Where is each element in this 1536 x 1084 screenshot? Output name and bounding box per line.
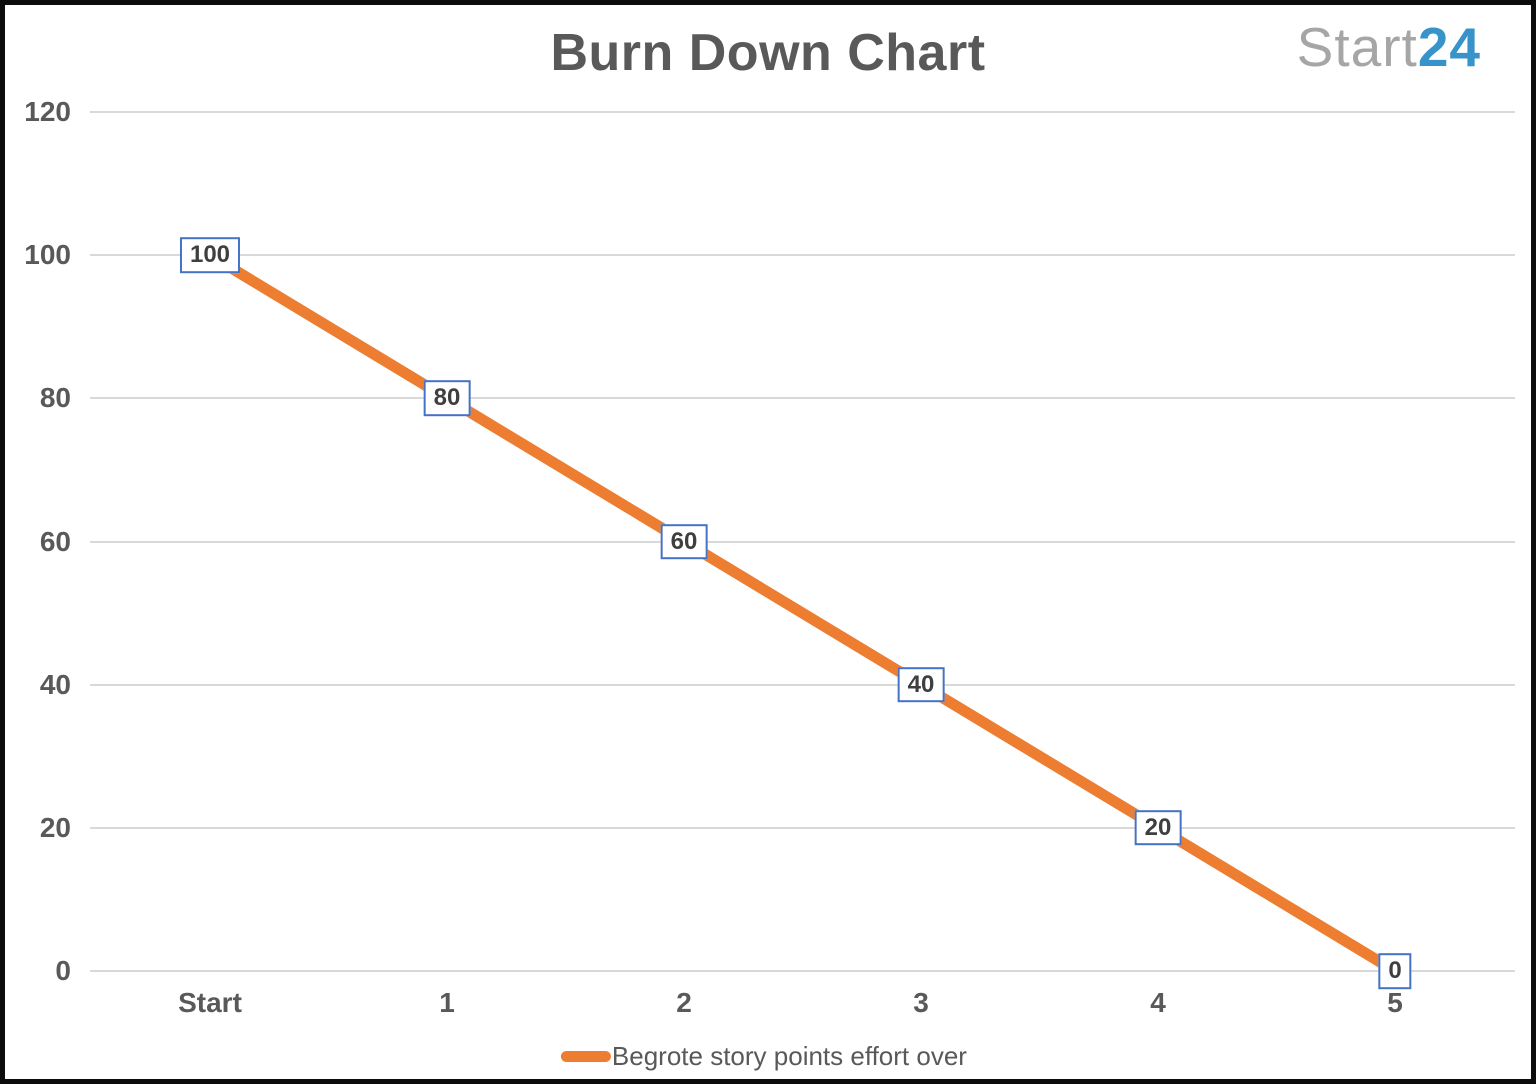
- gridline: [90, 254, 1515, 257]
- legend: Begrote story points effort over: [560, 1041, 967, 1072]
- logo-text-start: Start: [1296, 16, 1418, 78]
- plot-area: 0 20 40 60 80 100 120 Start 1 2 3 4 5 100 80 60 40 20 0: [5, 5, 1531, 1079]
- y-axis-tick-label: 40: [39, 668, 71, 700]
- y-axis-tick-label: 100: [24, 239, 71, 271]
- gridline: [90, 970, 1515, 972]
- data-label: 100: [179, 237, 241, 273]
- data-label: 0: [1378, 953, 1412, 989]
- y-axis-tick-label: 20: [39, 811, 71, 843]
- gridline: [90, 540, 1515, 543]
- data-label: 60: [660, 523, 708, 560]
- x-axis-tick-label: 1: [439, 987, 455, 1018]
- legend-label: Begrote story points effort over: [611, 1041, 967, 1071]
- data-label: 40: [897, 666, 945, 703]
- gridline: [90, 111, 1515, 113]
- x-axis-tick-label: 2: [676, 987, 692, 1018]
- gridline: [90, 683, 1515, 686]
- logo: Start24: [1297, 15, 1481, 79]
- x-axis-tick-label: Start: [178, 987, 242, 1018]
- gridline: [90, 826, 1515, 829]
- y-axis-tick-label: 120: [24, 96, 71, 127]
- x-axis-tick-label: 5: [1387, 987, 1403, 1018]
- data-label: 80: [423, 380, 471, 417]
- y-axis-tick-label: 80: [39, 382, 71, 414]
- data-label: 20: [1134, 810, 1182, 846]
- series-line: [207, 250, 1398, 976]
- chart-title: Burn Down Chart: [550, 24, 986, 82]
- y-axis-tick-label: 0: [55, 955, 71, 986]
- gridline: [90, 397, 1515, 400]
- y-axis-tick-label: 60: [39, 525, 71, 557]
- logo-text-24: 24: [1417, 16, 1481, 78]
- x-axis-tick-label: 4: [1150, 987, 1166, 1018]
- legend-line-swatch: [560, 1051, 611, 1062]
- x-axis-tick-label: 3: [913, 987, 929, 1018]
